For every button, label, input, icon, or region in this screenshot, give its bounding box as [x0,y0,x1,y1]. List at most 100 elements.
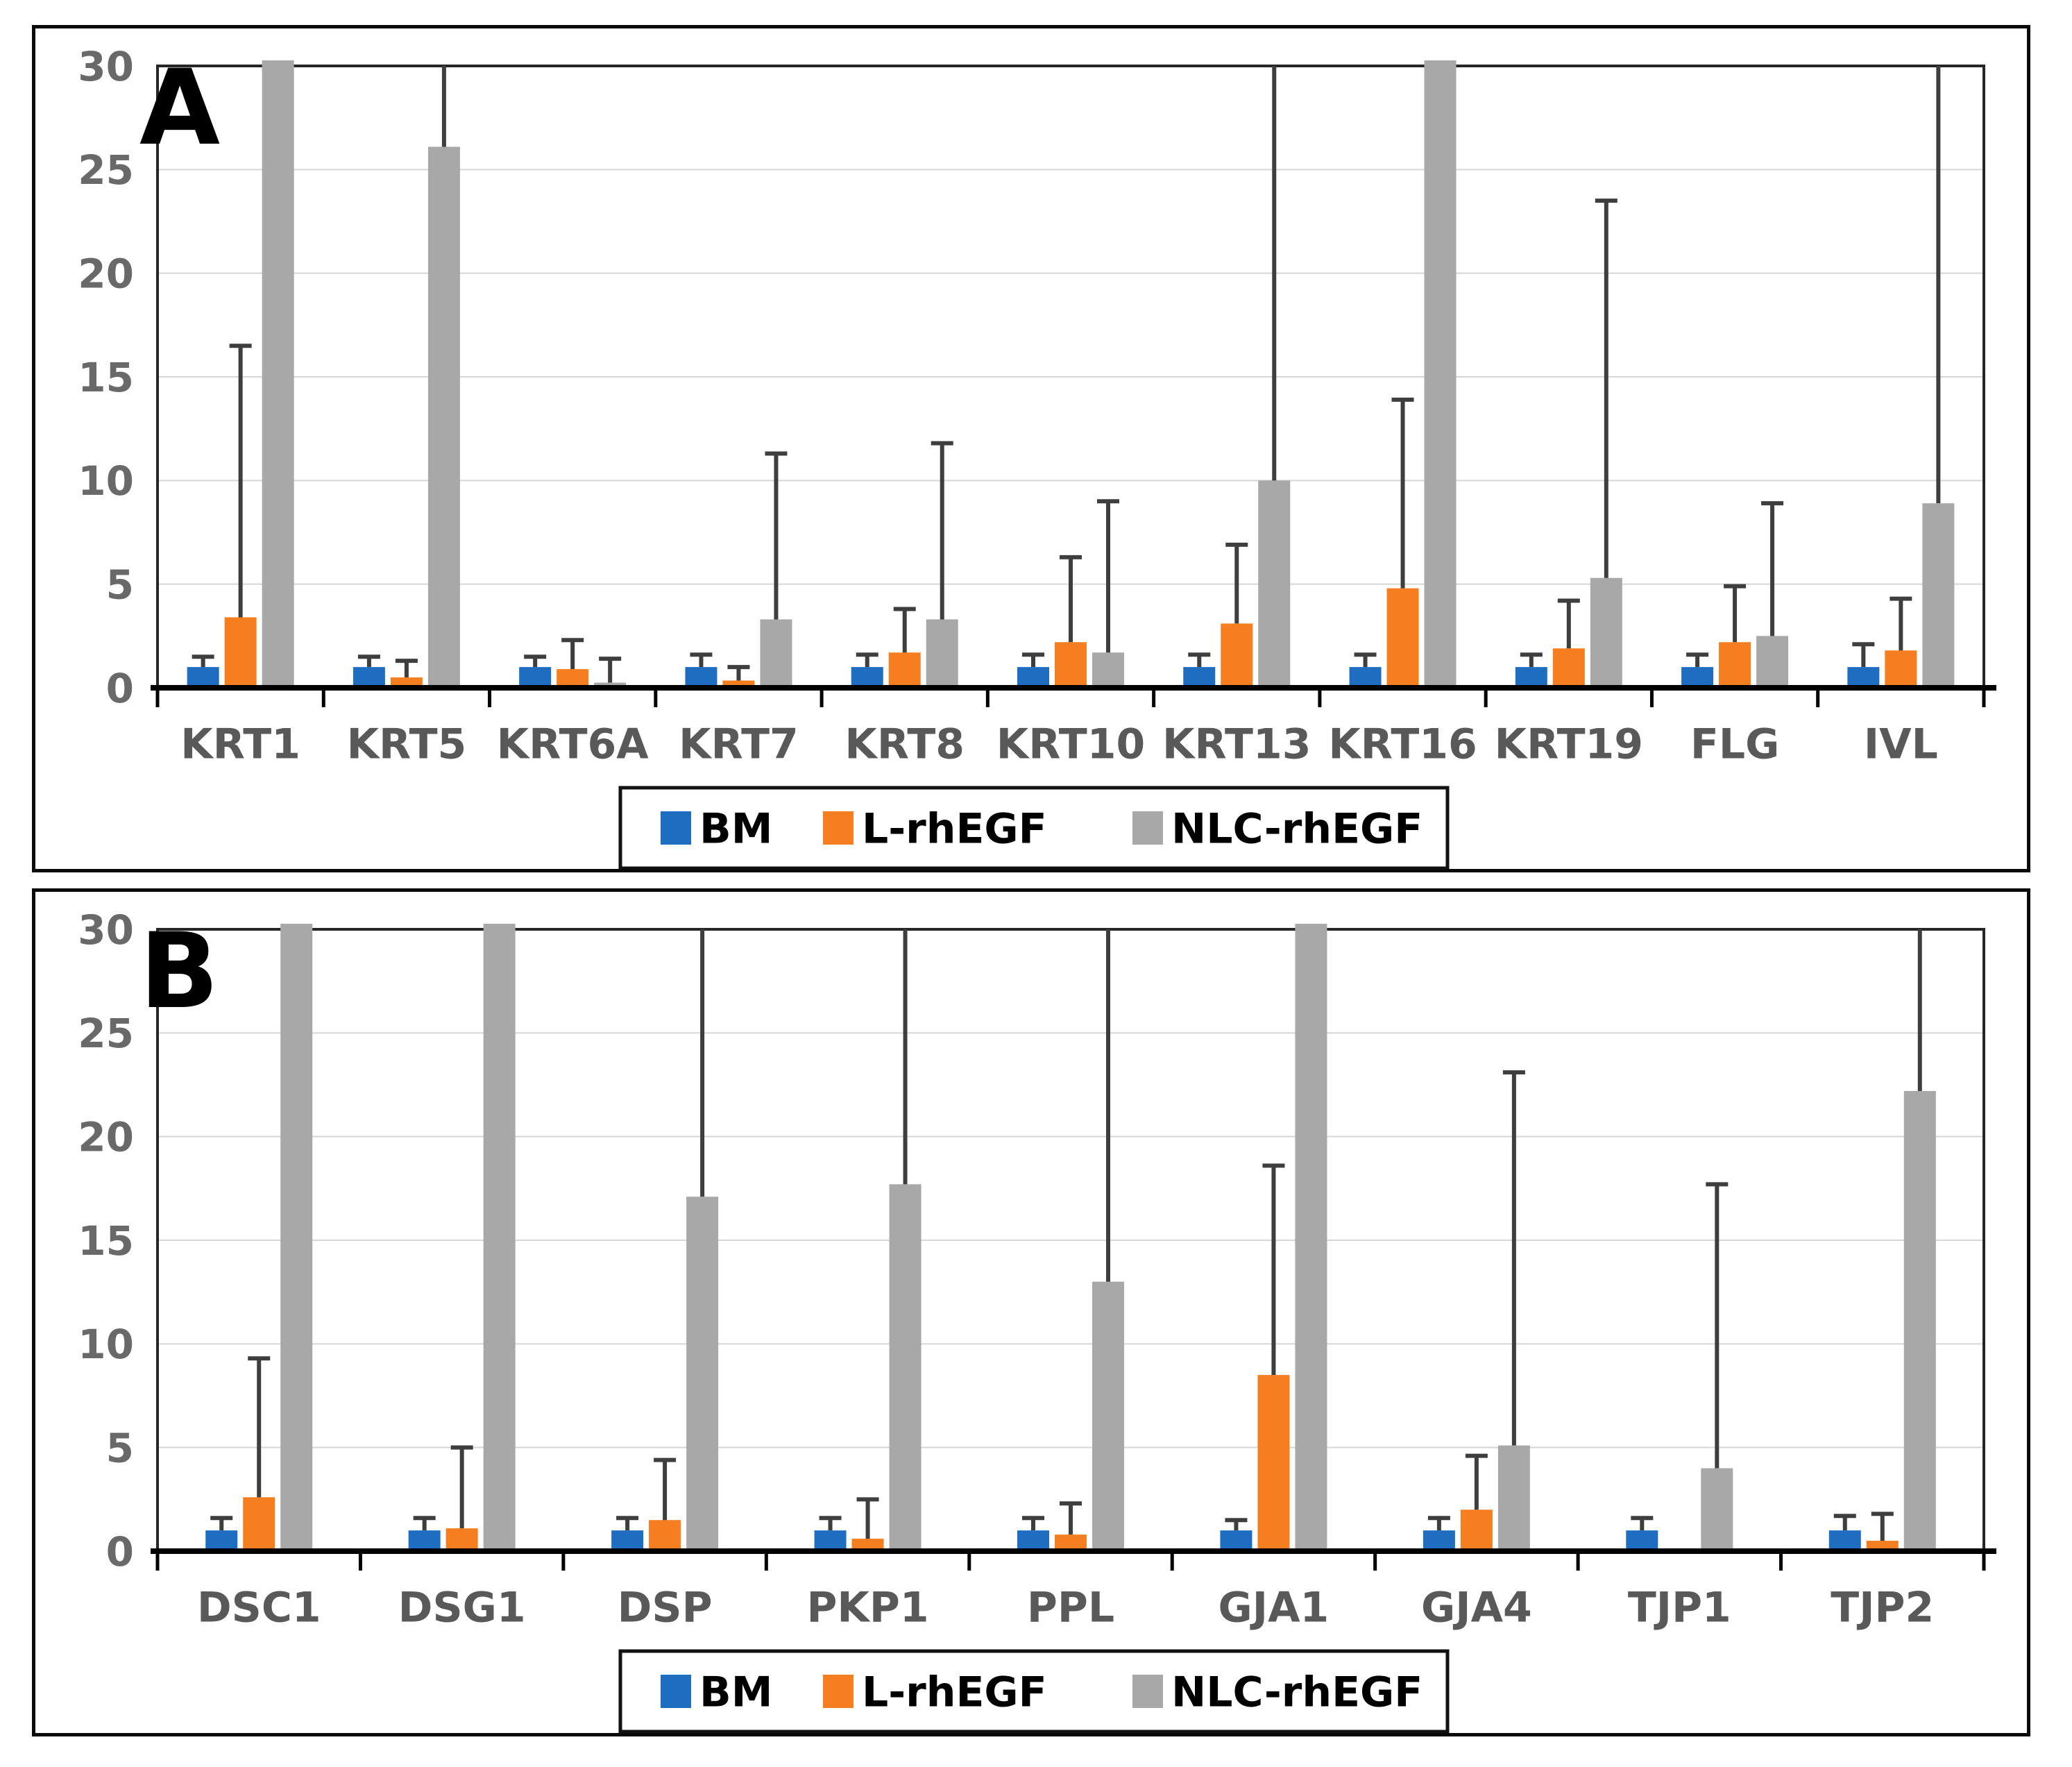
bar-l-rhegf-krt16 [1386,588,1419,688]
legend-label-l-rhegf: L-rhEGF [862,1668,1047,1717]
x-category-label-dsp: DSP [618,1584,713,1632]
y-tick-label: 20 [78,251,134,298]
bar-bm-dsc1 [205,1530,238,1551]
y-tick-label: 30 [78,906,134,954]
bar-nlc-rhegf-gja4 [1497,1445,1530,1551]
bar-l-rhegf-krt7 [722,680,755,688]
bar-nlc-rhegf-gja1 [1295,924,1327,1551]
legend: BM L-rhEGF NLC-rhEGF [618,786,1450,869]
bar-bm-dsg1 [408,1530,441,1551]
bar-bm-dsp [611,1530,644,1551]
bar-l-rhegf-ppl [1055,1534,1087,1551]
y-tick-label: 20 [78,1114,134,1161]
legend-box [618,786,1450,869]
bar-nlc-rhegf-krt19 [1590,577,1622,688]
y-tick-label: 30 [78,43,134,90]
bar-nlc-rhegf-dsg1 [483,924,516,1551]
bar-l-rhegf-krt6a [557,669,589,688]
bar-nlc-rhegf-krt1 [262,60,294,688]
panel-b: B 0 5 10 15 20 25 30 DSC1 DSG1 DSP PKP1 PPL GJA1 GJA4… [32,888,2030,1736]
bar-l-rhegf-krt13 [1221,623,1253,688]
legend-label-l-rhegf: L-rhEGF [862,805,1047,854]
legend-label-bm: BM [699,805,772,854]
bar-bm-krt6a [519,667,552,688]
x-category-label-krt1: KRT1 [180,720,300,769]
y-tick-label: 10 [78,457,134,505]
bar-nlc-rhegf-flg [1756,636,1789,688]
legend-swatch-l-rhegf [823,811,854,845]
bar-nlc-rhegf-pkp1 [889,1184,922,1551]
bar-l-rhegf-dsc1 [243,1497,275,1551]
bar-bm-tjp2 [1828,1530,1861,1551]
bar-bm-krt10 [1017,667,1049,688]
bar-nlc-rhegf-krt16 [1424,60,1457,688]
x-category-label-flg: FLG [1690,720,1779,769]
x-category-label-krt5: KRT5 [347,720,467,769]
bar-bm-krt7 [685,667,717,688]
bar-nlc-rhegf-krt13 [1258,480,1291,688]
bar-l-rhegf-gja1 [1257,1375,1290,1551]
bar-l-rhegf-krt1 [224,617,257,688]
bar-l-rhegf-pkp1 [851,1539,884,1551]
bar-bm-krt8 [851,667,883,688]
x-category-label-tjp2: TJP2 [1831,1584,1934,1632]
bar-l-rhegf-ivl [1885,650,1917,688]
bar-bm-krt1 [187,667,219,688]
x-category-label-krt10: KRT10 [996,720,1145,769]
y-tick-label: 25 [78,146,134,194]
bar-l-rhegf-dsp [649,1520,681,1551]
legend-swatch-nlc-rhegf [1132,1675,1163,1708]
x-category-label-ivl: IVL [1864,720,1938,769]
legend-label-nlc-rhegf: NLC-rhEGF [1171,805,1423,854]
bar-bm-gja4 [1423,1530,1455,1551]
bar-nlc-rhegf-krt8 [926,619,958,688]
x-category-label-krt13: KRT13 [1162,720,1311,769]
bar-l-rhegf-dsg1 [445,1528,478,1551]
bar-l-rhegf-krt8 [888,652,921,688]
y-tick-label: 15 [78,354,134,401]
bar-bm-krt5 [353,667,385,688]
bar-l-rhegf-gja4 [1460,1510,1493,1551]
bar-nlc-rhegf-krt5 [427,146,460,688]
bar-bm-krt19 [1515,667,1547,688]
legend-label-bm: BM [699,1668,772,1717]
x-category-label-gja1: GJA1 [1218,1584,1330,1632]
legend-swatch-l-rhegf [823,1675,854,1708]
bar-nlc-rhegf-tjp1 [1701,1468,1733,1551]
panel-b-chart: 0 5 10 15 20 25 30 DSC1 DSG1 DSP PKP1 PPL GJA1 GJA4 TJ… [78,906,1996,1733]
bar-nlc-rhegf-dsc1 [280,924,313,1551]
x-category-label-krt16: KRT16 [1328,720,1477,769]
bar-bm-pkp1 [814,1530,847,1551]
x-category-label-ppl: PPL [1027,1584,1114,1632]
bar-l-rhegf-krt19 [1552,648,1585,688]
y-tick-label: 0 [106,665,134,712]
bar-nlc-rhegf-krt10 [1092,652,1124,688]
x-category-label-gja4: GJA4 [1421,1584,1532,1632]
x-category-label-dsg1: DSG1 [398,1584,526,1632]
y-tick-label: 10 [78,1321,134,1368]
bar-l-rhegf-flg [1719,642,1751,688]
bar-bm-ivl [1847,667,1880,688]
legend-swatch-nlc-rhegf [1132,811,1163,845]
legend-swatch-bm [661,811,691,845]
bar-nlc-rhegf-krt7 [760,619,792,688]
bar-l-rhegf-krt10 [1055,642,1087,688]
x-category-label-dsc1: DSC1 [197,1584,321,1632]
y-tick-label: 0 [106,1528,134,1575]
bar-bm-gja1 [1220,1530,1252,1551]
panel-a: A 0 5 10 15 20 25 30 KRT1 KRT5 KRT6A KRT7 KRT8 KRT10… [32,25,2030,872]
legend-swatch-bm [661,1675,691,1708]
bar-bm-ppl [1017,1530,1049,1551]
x-category-label-krt6a: KRT6A [497,720,649,769]
panel-a-letter: A [139,48,221,169]
bar-nlc-rhegf-dsp [686,1197,719,1551]
x-category-label-krt19: KRT19 [1495,720,1643,769]
panel-a-chart: 0 5 10 15 20 25 30 KRT1 KRT5 KRT6A KRT7 KRT8 KRT10 KR… [78,43,1996,869]
x-category-label-tjp1: TJP1 [1628,1584,1731,1632]
bar-bm-krt13 [1183,667,1216,688]
legend-label-nlc-rhegf: NLC-rhEGF [1171,1668,1423,1717]
x-category-label-pkp1: PKP1 [806,1584,928,1632]
bar-nlc-rhegf-ppl [1092,1281,1124,1551]
y-tick-label: 5 [106,561,134,609]
